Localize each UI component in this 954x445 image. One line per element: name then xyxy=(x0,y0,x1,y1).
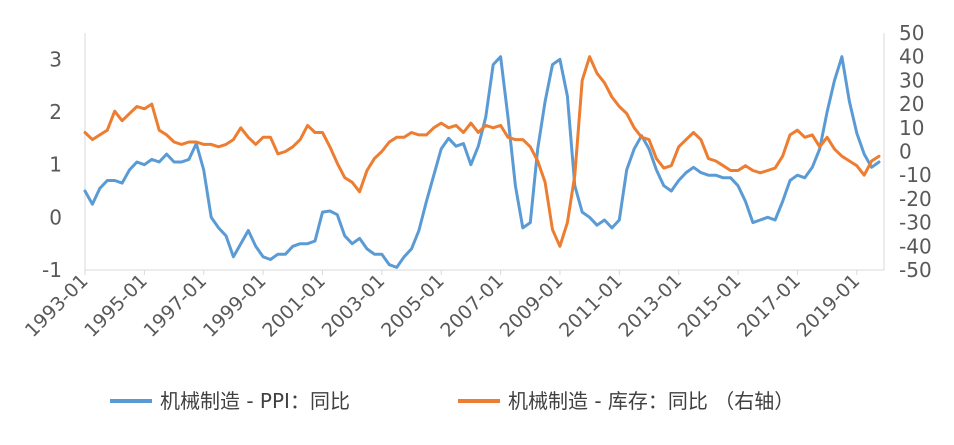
x-tick-label: 1997-01 xyxy=(140,270,212,342)
legend-label-ppi: 机械制造 - PPI：同比 xyxy=(160,389,350,413)
right-tick-label: -30 xyxy=(899,211,932,235)
x-tick-label: 2019-01 xyxy=(793,270,865,342)
x-tick-label: 2013-01 xyxy=(615,270,687,342)
right-tick-label: 0 xyxy=(899,140,912,164)
left-tick-label: 2 xyxy=(49,100,62,124)
x-tick-label: 2007-01 xyxy=(436,270,508,342)
x-tick-label: 1999-01 xyxy=(199,270,271,342)
x-tick-label: 2011-01 xyxy=(555,270,627,342)
series-lines xyxy=(83,55,881,269)
left-tick-label: 3 xyxy=(49,47,62,71)
right-tick-label: -40 xyxy=(899,234,932,258)
x-tick-label: 1995-01 xyxy=(80,270,152,342)
axis-lines xyxy=(84,33,885,271)
right-tick-label: 10 xyxy=(899,116,924,140)
right-tick-label: 50 xyxy=(899,21,924,45)
x-tick-label: 2009-01 xyxy=(496,270,568,342)
right-tick-label: -10 xyxy=(899,163,932,187)
x-tick-label: 2003-01 xyxy=(318,270,390,342)
x-tick-label: 2015-01 xyxy=(674,270,746,342)
series-line-ppi xyxy=(83,55,881,269)
series-line-inventory xyxy=(83,55,881,248)
left-axis-ticks: -1 0 1 2 3 xyxy=(42,47,62,282)
right-tick-label: 20 xyxy=(899,92,924,116)
right-tick-label: -20 xyxy=(899,187,932,211)
right-tick-label: 40 xyxy=(899,45,924,69)
left-tick-label: 0 xyxy=(49,205,62,229)
right-tick-label: 30 xyxy=(899,68,924,92)
x-tick-label: 2001-01 xyxy=(258,270,330,342)
right-tick-label: -50 xyxy=(899,258,932,282)
x-tick-label: 2017-01 xyxy=(733,270,805,342)
legend-label-inventory: 机械制造 - 库存：同比 （右轴） xyxy=(508,389,794,413)
x-axis-ticks: 1993-011995-011997-011999-012001-012003-… xyxy=(21,270,864,342)
x-tick-label: 2005-01 xyxy=(377,270,449,342)
legend: 机械制造 - PPI：同比 机械制造 - 库存：同比 （右轴） xyxy=(110,389,794,413)
left-tick-label: 1 xyxy=(49,153,62,177)
left-tick-label: -1 xyxy=(42,258,62,282)
